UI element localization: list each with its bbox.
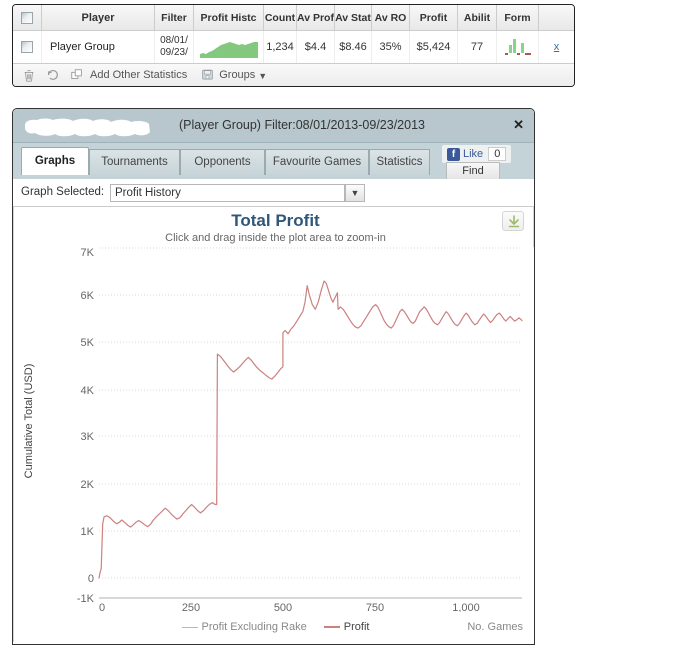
svg-text:1,000: 1,000: [452, 602, 480, 612]
svg-text:7K: 7K: [81, 247, 95, 259]
svg-text:-1K: -1K: [77, 593, 95, 605]
svg-text:500: 500: [274, 602, 292, 612]
svg-text:1K: 1K: [81, 526, 95, 538]
svg-text:6K: 6K: [81, 290, 95, 302]
svg-text:Cumulative Total (USD): Cumulative Total (USD): [23, 364, 35, 479]
svg-text:750: 750: [366, 602, 384, 612]
svg-text:250: 250: [182, 602, 200, 612]
svg-text:3K: 3K: [81, 431, 95, 443]
svg-text:2K: 2K: [81, 479, 95, 491]
svg-text:0: 0: [88, 573, 94, 585]
svg-text:4K: 4K: [81, 385, 95, 397]
svg-text:0: 0: [99, 602, 105, 612]
svg-text:5K: 5K: [81, 337, 95, 349]
